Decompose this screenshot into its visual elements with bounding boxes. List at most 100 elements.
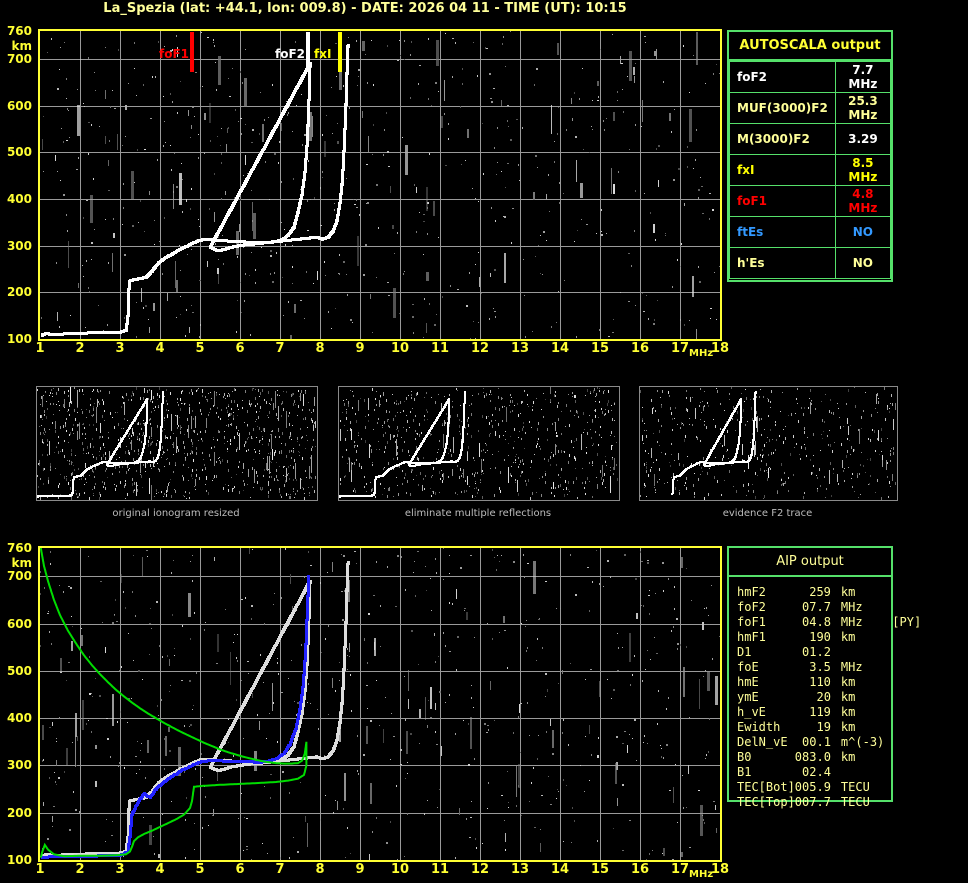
- noise-pixel: [178, 449, 179, 452]
- noise-pixel: [218, 430, 219, 433]
- noise-pixel: [516, 454, 517, 455]
- noise-pixel: [281, 123, 282, 131]
- noise-pixel: [255, 421, 256, 422]
- noise-pixel: [313, 283, 314, 284]
- noise-pixel: [512, 400, 513, 403]
- noise-pixel: [288, 301, 289, 303]
- noise-pixel: [568, 489, 569, 490]
- noise-pixel: [613, 184, 615, 194]
- noise-pixel: [608, 390, 609, 393]
- noise-pixel: [427, 411, 428, 413]
- noise-pixel: [193, 418, 194, 420]
- noise-pixel: [311, 477, 312, 479]
- noise-pixel: [144, 231, 145, 232]
- noise-pixel: [77, 412, 78, 413]
- noise-pixel: [131, 435, 132, 437]
- noise-pixel: [151, 438, 152, 439]
- noise-pixel: [168, 483, 169, 486]
- noise-pixel: [534, 454, 535, 455]
- noise-pixel: [77, 424, 78, 426]
- noise-pixel: [128, 469, 129, 471]
- noise-pixel: [102, 436, 103, 438]
- interference-streak: [177, 415, 178, 425]
- noise-pixel: [97, 389, 98, 392]
- noise-pixel: [202, 86, 203, 87]
- noise-pixel: [58, 388, 59, 391]
- noise-pixel: [301, 479, 302, 480]
- noise-pixel: [504, 216, 506, 218]
- noise-pixel: [186, 199, 187, 202]
- noise-pixel: [141, 428, 142, 430]
- noise-pixel: [95, 468, 96, 470]
- y-axis-tick-label: 100: [6, 332, 32, 346]
- noise-pixel: [561, 411, 562, 412]
- noise-pixel: [406, 492, 407, 494]
- noise-pixel: [139, 433, 140, 435]
- interference-streak: [141, 288, 142, 302]
- interference-streak: [295, 463, 296, 479]
- noise-pixel: [302, 436, 303, 438]
- noise-pixel: [475, 483, 476, 484]
- noise-pixel: [572, 396, 573, 397]
- noise-pixel: [264, 428, 265, 431]
- top-ionogram-plot[interactable]: [38, 29, 722, 341]
- noise-pixel: [185, 457, 186, 458]
- noise-pixel: [564, 451, 565, 453]
- noise-pixel: [388, 295, 390, 296]
- noise-pixel: [310, 199, 311, 200]
- noise-pixel: [277, 418, 278, 419]
- interference-streak: [69, 402, 70, 407]
- noise-pixel: [472, 188, 473, 189]
- noise-pixel: [424, 488, 425, 490]
- noise-pixel: [214, 446, 215, 448]
- noise-pixel: [201, 413, 202, 415]
- thumbnail-original-ionogram-resized[interactable]: [36, 386, 318, 501]
- noise-pixel: [371, 40, 372, 41]
- noise-pixel: [192, 478, 193, 479]
- noise-pixel: [491, 420, 492, 422]
- noise-pixel: [271, 398, 272, 401]
- noise-pixel: [380, 483, 381, 485]
- noise-pixel: [551, 326, 552, 328]
- noise-pixel: [170, 50, 172, 52]
- noise-pixel: [710, 308, 712, 309]
- noise-pixel: [277, 390, 278, 391]
- noise-pixel: [167, 415, 168, 418]
- noise-pixel: [350, 390, 351, 391]
- noise-pixel: [140, 474, 141, 475]
- noise-pixel: [476, 487, 477, 489]
- noise-pixel: [44, 410, 45, 413]
- noise-pixel: [153, 408, 154, 409]
- noise-pixel: [219, 431, 220, 433]
- noise-pixel: [164, 417, 165, 419]
- noise-pixel: [491, 207, 492, 209]
- noise-pixel: [131, 395, 132, 397]
- noise-pixel: [566, 129, 567, 131]
- noise-pixel: [352, 464, 353, 465]
- noise-pixel: [451, 454, 452, 457]
- noise-pixel: [441, 470, 442, 471]
- noise-pixel: [228, 78, 229, 79]
- noise-pixel: [72, 462, 73, 463]
- noise-pixel: [653, 224, 655, 233]
- noise-pixel: [566, 487, 567, 490]
- noise-pixel: [202, 440, 203, 442]
- noise-pixel: [259, 396, 260, 397]
- noise-pixel: [196, 469, 197, 471]
- noise-pixel: [304, 493, 305, 494]
- noise-pixel: [208, 393, 209, 394]
- noise-pixel: [51, 389, 52, 391]
- noise-pixel: [592, 422, 593, 423]
- noise-pixel: [109, 391, 110, 394]
- thumbnail-eliminate-multiple-reflections[interactable]: [338, 386, 620, 501]
- noise-pixel: [468, 417, 469, 419]
- noise-pixel: [202, 395, 203, 397]
- noise-pixel: [450, 449, 451, 452]
- noise-pixel: [491, 394, 492, 395]
- noise-pixel: [105, 47, 106, 48]
- noise-pixel: [617, 100, 618, 101]
- noise-pixel: [221, 153, 222, 155]
- noise-pixel: [448, 448, 449, 449]
- noise-pixel: [612, 445, 613, 446]
- interference-streak: [151, 485, 152, 500]
